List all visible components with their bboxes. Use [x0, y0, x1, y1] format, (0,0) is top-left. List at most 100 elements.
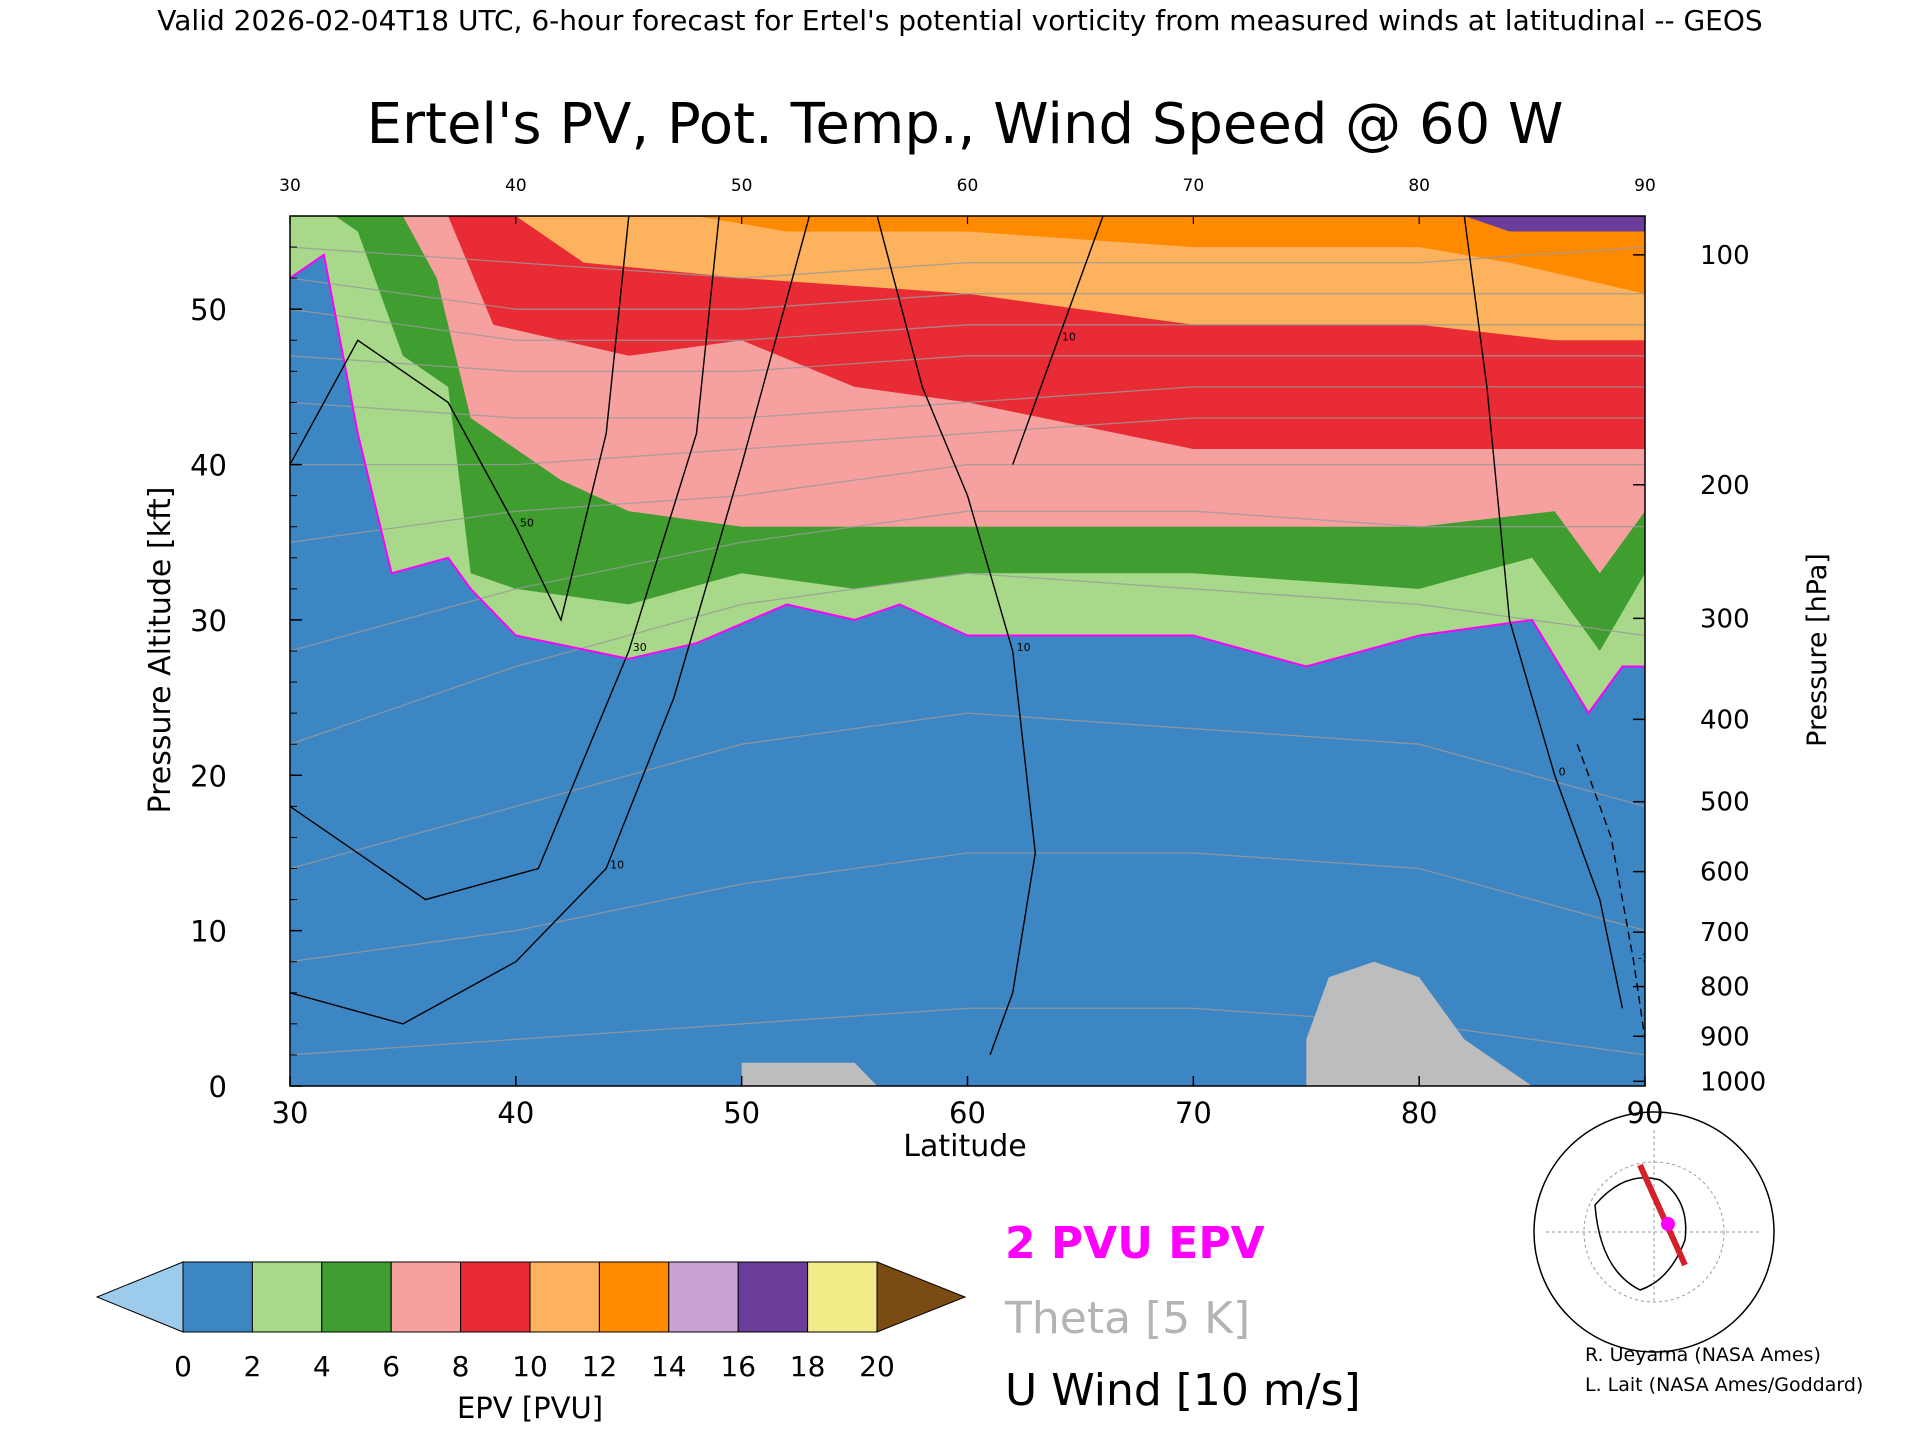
- pressure-tick-label: 800: [1700, 973, 1750, 1003]
- pressure-tick-label: 200: [1700, 471, 1750, 501]
- credit-line: R. Ueyama (NASA Ames): [1585, 1344, 1821, 1366]
- u-wind-label: 10: [1062, 330, 1076, 343]
- colorbar-segment: [598, 1261, 670, 1333]
- theta-contour-380: [290, 355, 1645, 373]
- u-wind-label: 50: [520, 517, 534, 530]
- epv-layer-17: [290, 216, 1645, 232]
- legend-uwind: U Wind [10 m/s]: [1005, 1365, 1361, 1416]
- x-tick-label: 70: [1175, 1096, 1212, 1130]
- y-tick-label: 40: [190, 449, 227, 483]
- pv2-contour: [290, 253, 1645, 715]
- valid-header: Valid 2026-02-04T18 UTC, 6-hour forecast…: [157, 4, 1762, 37]
- chart-title: Ertel's PV, Pot. Temp., Wind Speed @ 60 …: [367, 92, 1564, 157]
- u-wind-label: 10: [1017, 641, 1031, 654]
- colorbar-tick-label: 2: [243, 1350, 261, 1383]
- colorbar-segment: [529, 1261, 600, 1333]
- pressure-tick-label: 400: [1700, 705, 1750, 735]
- y-tick-label: 20: [190, 759, 227, 793]
- top-tick-label: 50: [731, 176, 753, 196]
- legend-pv: 2 PVU EPV: [1005, 1218, 1265, 1269]
- theta-contour-340: [290, 510, 1645, 652]
- map-latitude-ring: [1583, 1161, 1725, 1303]
- y-tick-label: 30: [190, 604, 227, 638]
- u-wind-contour: [1012, 216, 1104, 465]
- epv-layer-14: [290, 216, 1645, 294]
- x-tick-label: 50: [723, 1096, 760, 1130]
- map-transect: [1637, 1163, 1688, 1267]
- theta-contour-360: [290, 417, 1645, 466]
- pressure-tick-label: 700: [1700, 918, 1750, 948]
- colorbar-segment: [807, 1261, 878, 1333]
- colorbar-tick-label: 10: [512, 1350, 548, 1383]
- pressure-tick-label: 1000: [1700, 1067, 1766, 1097]
- colorbar-segment: [321, 1261, 392, 1333]
- credit-line: L. Lait (NASA Ames/Goddard): [1585, 1374, 1864, 1396]
- x-axis-label: Latitude: [903, 1129, 1026, 1164]
- colorbar-segment: [390, 1261, 462, 1333]
- u-wind-contour: [876, 216, 1037, 1056]
- colorbar-tick-label: 16: [720, 1350, 756, 1383]
- u-wind-contour: [1576, 743, 1645, 1040]
- colorbar-under-arrow: [95, 1261, 184, 1333]
- pressure-tick-label: 100: [1700, 241, 1750, 271]
- pressure-tick-label: 500: [1700, 788, 1750, 818]
- top-tick-label: 30: [279, 176, 301, 196]
- colorbar-label: EPV [PVU]: [457, 1391, 603, 1425]
- top-tick-label: 40: [505, 176, 527, 196]
- plot-area: 10 30 50 10 10 0 -10: [290, 216, 1656, 1086]
- y-tick-label: 0: [209, 1070, 227, 1104]
- colorbar-segment: [182, 1261, 253, 1333]
- theta-contour-350: [290, 463, 1645, 543]
- top-tick-label: 70: [1183, 176, 1205, 196]
- pressure-tick-label: 300: [1700, 604, 1750, 634]
- y-tick-label: 50: [190, 293, 227, 327]
- legend-theta: Theta [5 K]: [1004, 1293, 1250, 1344]
- colorbar: 0 2 4 6 8 10 12 14 16 18 20: [95, 1261, 967, 1383]
- colorbar-tick-label: 18: [790, 1350, 826, 1383]
- colorbar-tick-label: 14: [651, 1350, 687, 1383]
- x-tick-label: 30: [272, 1096, 309, 1130]
- theta-contour-330: [290, 572, 1645, 745]
- theta-contour-400: [290, 277, 1645, 310]
- credits: R. Ueyama (NASA Ames) L. Lait (NASA Ames…: [1585, 1340, 1863, 1400]
- theta-contours: [290, 246, 1645, 1056]
- terrain-fill: [290, 961, 1645, 1086]
- terrain: [290, 961, 1645, 1086]
- u-wind-contour: [290, 216, 720, 901]
- x-tick-label: 80: [1401, 1096, 1438, 1130]
- colorbar-tick-label: 8: [452, 1350, 470, 1383]
- u-wind-label: 0: [1559, 765, 1566, 778]
- top-tick-label: 90: [1634, 176, 1656, 196]
- colorbar-tick-label: 6: [382, 1350, 400, 1383]
- pressure-tick-label: 900: [1700, 1022, 1750, 1052]
- colorbar-segment: [460, 1261, 531, 1333]
- theta-contour-370: [290, 386, 1645, 419]
- colorbar-segment: [668, 1261, 739, 1333]
- y-tick-label: 10: [190, 915, 227, 949]
- u-wind-label: -10: [1638, 952, 1656, 965]
- colorbar-segment: [737, 1261, 809, 1333]
- theta-contour-390: [290, 308, 1645, 341]
- u-wind-contours: 10 30 50 10 10 0 -10: [290, 216, 1656, 1056]
- u-wind-label: 30: [633, 641, 647, 654]
- x-tick-label: 40: [497, 1096, 534, 1130]
- pv2-line: [290, 253, 1645, 715]
- map-marker: [1661, 1217, 1675, 1231]
- epv-fill-layers: [290, 216, 1645, 1086]
- u-wind-contour: [1463, 216, 1624, 1009]
- colorbar-segment: [251, 1261, 323, 1333]
- theta-contour-410: [290, 246, 1645, 279]
- u-wind-label: 10: [610, 859, 624, 872]
- pressure-tick-label: 600: [1700, 858, 1750, 888]
- colorbar-tick-label: 4: [313, 1350, 331, 1383]
- colorbar-over-arrow: [876, 1261, 967, 1333]
- y-axis-label: Pressure Altitude [kft]: [143, 487, 178, 814]
- theta-contour-320: [290, 712, 1645, 870]
- u-wind-contour: [290, 216, 811, 1025]
- top-tick-label: 60: [957, 176, 979, 196]
- locator-map: [1533, 1111, 1775, 1353]
- colorbar-tick-label: 12: [582, 1350, 618, 1383]
- theta-contour-310: [290, 852, 1645, 963]
